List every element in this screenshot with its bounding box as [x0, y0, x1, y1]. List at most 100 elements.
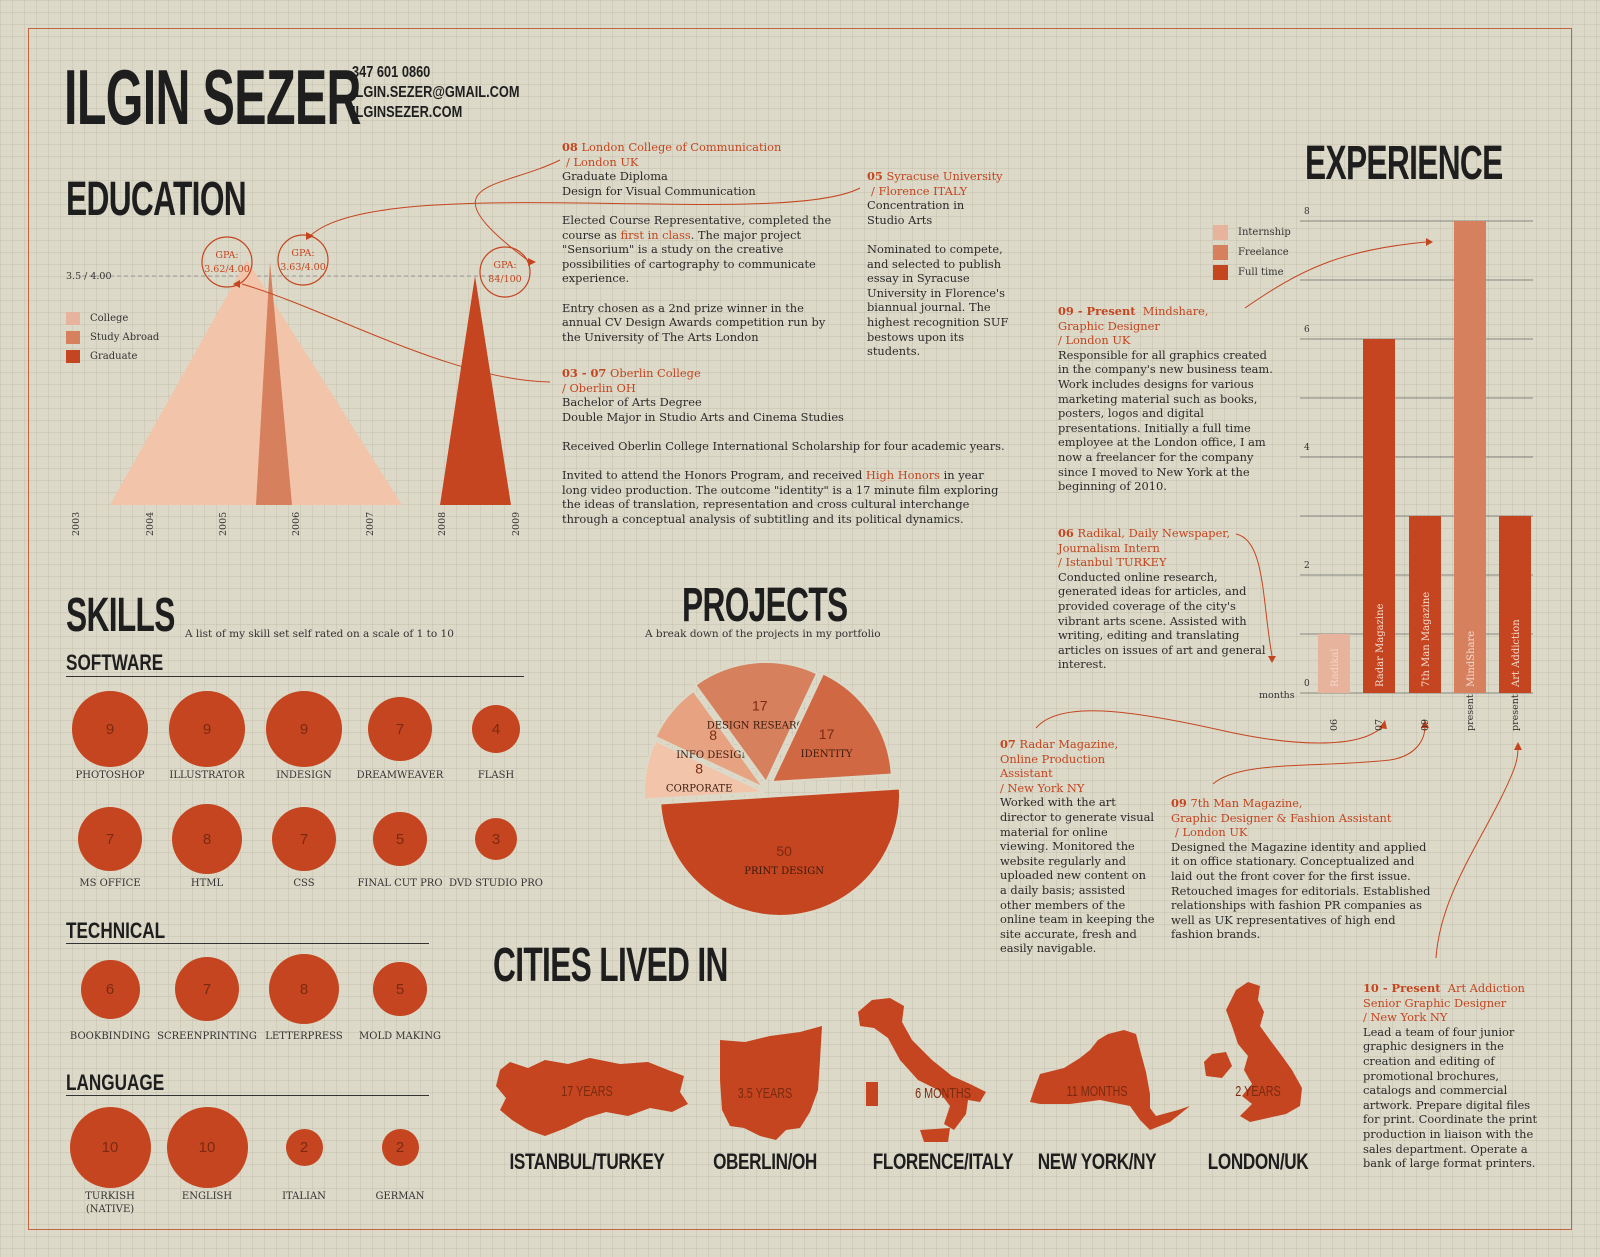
experience-heading: EXPERIENCE [1305, 137, 1503, 190]
ytick-6: 6 [1304, 325, 1310, 335]
connector-london [474, 159, 561, 263]
software-final-cut-pro-circle: 5 [373, 812, 427, 866]
page-frame [28, 28, 1572, 1230]
language-english-circle: 10 [166, 1106, 248, 1188]
city-name-florence-italy: FLORENCE/ITALY [872, 1149, 1014, 1174]
exp-legend-freelance: Freelance [1213, 245, 1289, 260]
pie-slice-info-design [654, 689, 765, 789]
pie-label-info-design: INFO DESIGN [676, 750, 750, 761]
technical-screenprinting-label: SCREENPRINTING [157, 1031, 257, 1042]
language-turkish-circle: 10 [69, 1106, 151, 1188]
pie-value-corporate: 8 [695, 761, 703, 777]
gpa-2-label: GPA: [291, 248, 315, 259]
city-duration-istanbul-turkey: 17 YEARS [561, 1083, 613, 1100]
website: ILGINSEZER.COM [352, 104, 463, 121]
software-photoshop-label: PHOTOSHOP [75, 770, 145, 781]
software-illustrator-label: ILLUSTRATOR [169, 770, 245, 781]
gpa-1-value: 3.62/4.00 [204, 264, 250, 275]
software-indesign-circle: 9 [266, 691, 342, 767]
bar-art-addiction [1499, 516, 1531, 693]
education-chart [82, 159, 861, 505]
pie-value-info-design: 8 [709, 727, 717, 743]
ytick-0: 0 [1304, 679, 1310, 689]
bar-start-1: 07 [1374, 718, 1385, 731]
language-turkish-label: TURKISH (NATIVE) [85, 1191, 135, 1215]
new-york-map-icon [1030, 1030, 1190, 1130]
city-name-london-uk: LONDON/UK [1207, 1149, 1309, 1174]
education-heading: EDUCATION [66, 173, 247, 226]
job-radar: 07 Radar Magazine, Online Production Ass… [1000, 737, 1155, 956]
technical-heading: TECHNICAL [66, 918, 166, 943]
pie-slice-print-design [659, 787, 901, 917]
job-art-addiction: 10 - Present Art Addiction Senior Graphi… [1363, 981, 1538, 1171]
projects-subtitle: A break down of the projects in my portf… [645, 628, 881, 640]
uk-map-icon [1204, 982, 1302, 1122]
connector-oberlin [241, 283, 551, 383]
gpa-2-value: 3.63/4.00 [280, 262, 326, 273]
bar-label-mindshare: MindShare [1466, 631, 1477, 687]
skills-heading: SKILLS [66, 589, 175, 642]
bar-label-7th-man-magazine: 7th Man Magazine [1421, 592, 1432, 687]
job-mindshare: 09 - Present Mindshare, Graphic Designer… [1058, 304, 1273, 494]
gpa-3-label: GPA: [493, 260, 517, 271]
software-final-cut-pro-label: FINAL CUT PRO [357, 878, 443, 889]
ytick-4: 4 [1304, 443, 1310, 453]
technical-mold-making-label: MOLD MAKING [359, 1031, 441, 1042]
city-name-istanbul-turkey: ISTANBUL/TURKEY [509, 1149, 665, 1174]
bar-start-2: 09 [1420, 718, 1431, 731]
exp-legend-fulltime: Full time [1213, 265, 1284, 280]
technical-letterpress-label: LETTERPRESS [265, 1031, 343, 1042]
edu-legend-college: College [66, 312, 128, 325]
software-ms-office-label: MS OFFICE [79, 878, 141, 889]
cities-heading: CITIES LIVED IN [493, 939, 728, 992]
gpa-3-value: 84/100 [488, 274, 522, 285]
software-flash-circle: 4 [472, 705, 520, 753]
pie-slice-corporate [643, 739, 765, 801]
phone: 347 601 0860 [352, 64, 431, 81]
connector-syracuse [309, 187, 861, 237]
gpa-bubble-1 [201, 236, 253, 288]
software-photoshop-circle: 9 [72, 691, 148, 767]
experience-bar-chart: Radikal Radar Magazine 7th Man Magazine Min… [1300, 220, 1533, 694]
exp-legend-internship: Internship [1213, 225, 1291, 240]
gpa-bubble-3 [479, 246, 531, 298]
bar-7th-man-magazine [1409, 516, 1441, 693]
bar-radikal [1318, 634, 1350, 693]
technical-rule [66, 943, 429, 944]
bar-mindshare [1454, 221, 1486, 693]
bar-label-radar-magazine: Radar Magazine [1375, 603, 1386, 687]
edu-legend-study-abroad: Study Abroad [66, 331, 159, 344]
exp-ylabel: months [1259, 690, 1295, 701]
projects-heading: PROJECTS [682, 579, 848, 632]
language-heading: LANGUAGE [66, 1070, 165, 1095]
pie-label-print-design: PRINT DESIGN [744, 866, 824, 877]
job-radikal: 06 Radikal, Daily Newspaper, Journalism … [1058, 526, 1266, 672]
ytick-2: 2 [1304, 561, 1310, 571]
city-duration-london-uk: 2 YEARS [1235, 1083, 1281, 1100]
language-german-circle: 2 [381, 1128, 419, 1166]
pie-value-identity: 17 [819, 726, 835, 742]
ohio-map-icon [720, 1026, 822, 1140]
pie-value-design-research: 17 [752, 697, 768, 713]
italy-map-icon [858, 998, 986, 1142]
technical-letterpress-circle: 8 [269, 954, 339, 1024]
software-heading: SOFTWARE [66, 650, 164, 675]
software-css-circle: 7 [271, 806, 337, 872]
software-css-label: CSS [293, 878, 315, 889]
gpa-bubble-2 [277, 234, 329, 286]
bar-label-radikal: Radikal [1330, 648, 1341, 687]
language-italian-circle: 2 [285, 1128, 323, 1166]
job-7th-man: 09 7th Man Magazine, Graphic Designer & … [1171, 796, 1431, 942]
language-italian-label: ITALIAN [282, 1191, 326, 1202]
edu-entry-london: 08 London College of Communication / Lon… [562, 140, 832, 344]
software-html-circle: 8 [172, 804, 242, 874]
graduate-peak [440, 276, 511, 505]
pie-slice-design-research [694, 661, 819, 784]
pie-value-print-design: 50 [776, 843, 792, 859]
city-duration-new-york-ny: 11 MONTHS [1066, 1083, 1128, 1100]
turkey-map-icon [496, 1058, 688, 1136]
edu-entry-oberlin: 03 - 07 Oberlin College / Oberlin OH Bac… [562, 366, 1005, 526]
